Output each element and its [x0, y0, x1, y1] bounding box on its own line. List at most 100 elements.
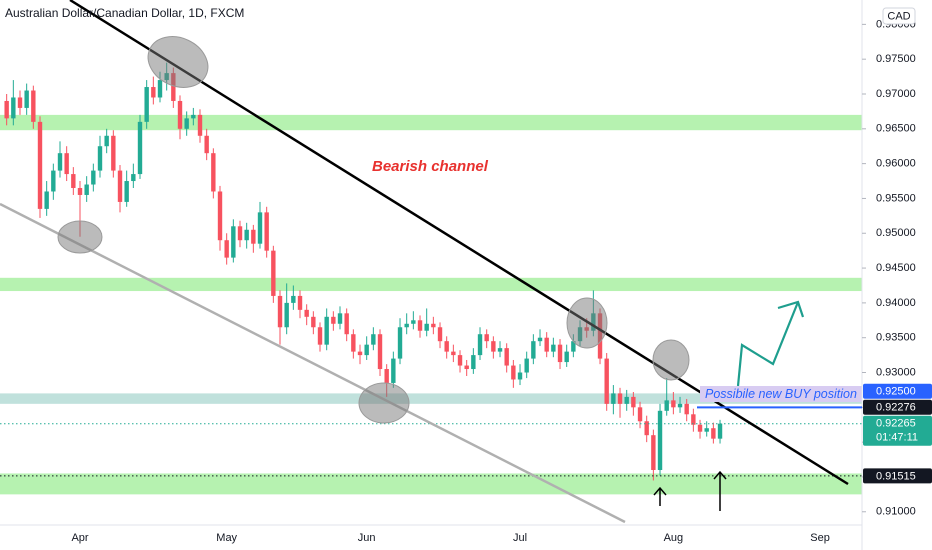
zone — [0, 473, 862, 495]
currency[interactable]: CAD — [887, 10, 910, 22]
candle-body — [297, 295, 303, 310]
candle-body — [211, 153, 216, 192]
candle-body — [171, 73, 176, 101]
candle-body — [684, 403, 689, 415]
candle-body — [51, 170, 56, 192]
candle-body — [177, 100, 183, 129]
candle-body — [391, 358, 396, 383]
idea-box — [700, 386, 862, 402]
candle-body — [97, 146, 103, 171]
x-tick-label: Apr — [71, 532, 88, 544]
candle-body — [411, 320, 416, 324]
candle-body — [364, 344, 369, 356]
candle-body — [237, 226, 243, 241]
ellipse — [566, 297, 608, 349]
candle-body — [24, 90, 29, 108]
candle-body — [224, 240, 229, 258]
touch-ellipses — [57, 36, 690, 424]
arrow — [653, 486, 667, 506]
candle-body — [337, 313, 343, 324]
y-tick-label: 0.95000 — [876, 227, 916, 239]
x-tick-label: Sep — [810, 532, 830, 544]
price-label: 0.92500 — [876, 386, 916, 398]
candle-body — [691, 414, 696, 425]
candle-body — [244, 229, 249, 241]
candle-body — [437, 327, 443, 342]
candle-body — [657, 410, 663, 470]
candle-body — [64, 153, 69, 175]
channel-label: Bearish channel — [372, 158, 489, 175]
candle-body — [331, 316, 336, 324]
candle-body — [31, 90, 36, 122]
candle-body — [637, 407, 643, 422]
candle-body — [537, 337, 543, 342]
countdown: 01:47:11 — [876, 432, 918, 444]
currency-button[interactable] — [882, 7, 916, 25]
candle-body — [417, 320, 423, 331]
price-label: 0.91515 — [876, 470, 916, 482]
candle-body — [517, 372, 523, 380]
price-axis: 0.910000.915000.920000.925000.930000.935… — [862, 18, 916, 518]
candle-body — [504, 348, 509, 366]
price-label-box — [863, 383, 932, 399]
candle-body — [71, 174, 76, 188]
candle-body — [151, 87, 156, 98]
price-label-box — [863, 415, 932, 446]
candle-body — [424, 323, 429, 331]
candle-body — [231, 226, 236, 258]
candle-body — [531, 341, 536, 359]
zone — [0, 277, 862, 292]
candle-body — [491, 341, 496, 352]
candle-body — [344, 313, 349, 335]
candle-body — [84, 184, 89, 195]
candle-body — [271, 250, 276, 296]
x-tick-label: Aug — [664, 532, 684, 544]
y-tick-label: 0.96000 — [876, 158, 916, 170]
candle-body — [544, 337, 549, 352]
x-tick-label: Jun — [358, 532, 376, 544]
y-tick-label: 0.97500 — [876, 53, 916, 65]
y-tick-label: 0.94000 — [876, 297, 916, 309]
candle-body — [251, 229, 256, 244]
bounce-arrows — [653, 470, 727, 511]
candle-body — [404, 323, 409, 328]
y-tick-label: 0.93500 — [876, 332, 916, 344]
candle-body — [697, 424, 703, 432]
candle-body — [157, 80, 163, 98]
candle-body — [357, 351, 363, 356]
x-tick-label: Jul — [513, 532, 527, 544]
zone — [0, 393, 862, 404]
candle-body — [131, 174, 136, 182]
price-label-box — [863, 399, 932, 415]
candle-body — [57, 153, 63, 171]
candle-body — [524, 358, 529, 373]
candle-body — [631, 396, 636, 408]
candle-body — [677, 403, 683, 408]
candle-body — [77, 187, 83, 195]
candle-body — [184, 118, 189, 129]
idea-text: Possibile new BUY position — [705, 387, 857, 401]
chart-title: Australian Dollar/Canadian Dollar, 1D, F… — [5, 6, 244, 20]
candle-body — [371, 334, 376, 345]
y-tick-label: 0.95500 — [876, 192, 916, 204]
candle-body — [444, 341, 449, 352]
candle-body — [564, 351, 569, 363]
ellipse — [358, 382, 410, 424]
candle-body — [497, 348, 503, 352]
candle-body — [204, 135, 209, 154]
candle-body — [277, 295, 283, 328]
candle-body — [257, 212, 263, 244]
candle-body — [477, 334, 483, 356]
drawings: Possibile new BUY position Bearish chann… — [0, 0, 862, 524]
candle-body — [664, 400, 669, 411]
candle-body — [557, 344, 563, 363]
candle-body — [551, 344, 556, 352]
candle-body — [37, 121, 43, 209]
candle-body — [4, 100, 9, 119]
candle-body — [644, 421, 649, 436]
plot-area — [0, 62, 862, 495]
y-tick-label: 0.96500 — [876, 123, 916, 135]
candle-body — [611, 393, 616, 404]
price-label: 0.92265 — [876, 418, 916, 430]
